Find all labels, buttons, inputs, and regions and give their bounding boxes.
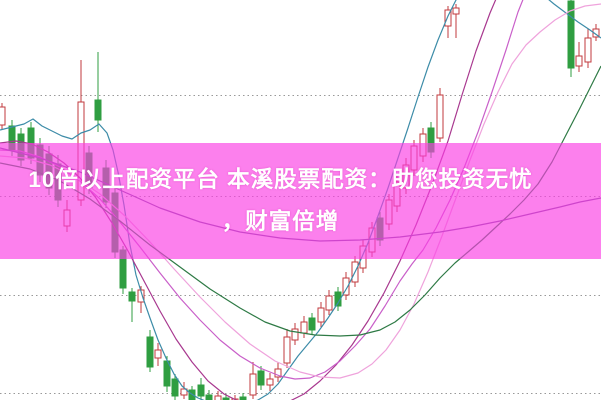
candle-up <box>180 388 188 396</box>
candle-down <box>308 317 316 331</box>
candle-up <box>300 321 308 334</box>
candle-down <box>222 397 230 400</box>
candle-up <box>249 373 257 396</box>
candle-up <box>266 378 274 386</box>
candle-down <box>94 99 102 121</box>
candle-up <box>283 336 291 364</box>
candle-down <box>239 396 247 400</box>
candle-up <box>274 368 282 378</box>
candle-up <box>325 295 333 311</box>
candle-up <box>342 277 350 296</box>
candle-down <box>197 384 205 397</box>
candle-up <box>154 349 162 359</box>
candle-down <box>171 378 179 397</box>
candle-up <box>0 106 6 126</box>
candle-down <box>567 0 575 69</box>
candle-down <box>146 336 154 368</box>
candle-down <box>128 291 136 302</box>
candle-down <box>257 370 265 386</box>
candle-up <box>592 28 600 38</box>
candle-up <box>291 328 299 341</box>
promo-banner-line1: 10倍以上配资平台 本溪股票配资：助您投资无忧 <box>28 167 533 192</box>
promo-banner-line2: ，财富倍增 <box>221 209 340 234</box>
candle-up <box>575 55 583 67</box>
candle-up <box>444 9 452 27</box>
candle-up <box>452 7 460 15</box>
promo-banner[interactable]: 10倍以上配资平台 本溪股票配资：助您投资无忧 ，财富倍增 <box>0 143 601 259</box>
candle-up <box>214 395 222 400</box>
candle-down <box>205 394 213 400</box>
candle-down <box>188 389 196 400</box>
candle-up <box>436 94 444 139</box>
ma-fast-teal-right <box>548 0 601 39</box>
candle-up <box>584 37 592 63</box>
candle-up <box>317 307 325 323</box>
